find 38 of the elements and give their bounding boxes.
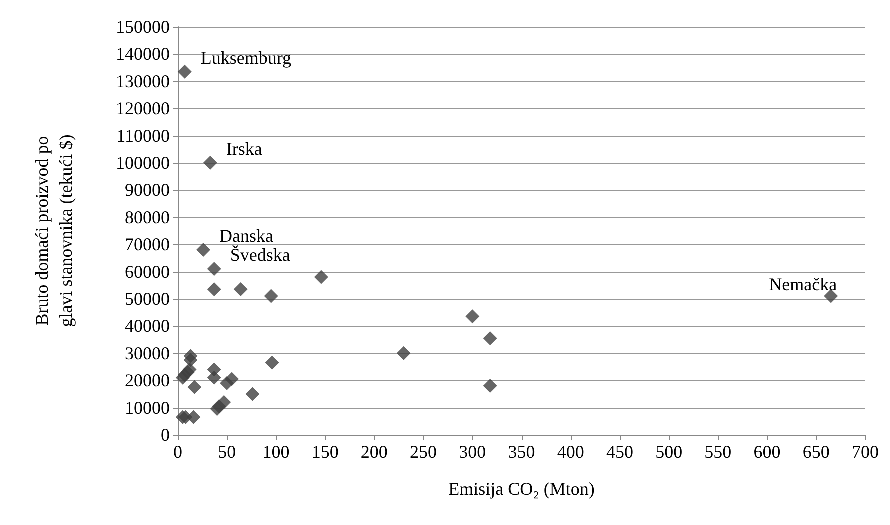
annotation: Nemačka [769, 274, 838, 294]
x-tick-label: 200 [360, 442, 388, 462]
x-tick-label: 400 [557, 442, 584, 462]
x-tick-label: 250 [410, 442, 438, 462]
y-tick-label: 10000 [125, 398, 170, 418]
y-tick-label: 100000 [116, 153, 170, 173]
annotation: Švedska [230, 245, 290, 266]
y-tick-label: 150000 [116, 17, 170, 37]
y-tick-label: 90000 [125, 180, 170, 200]
y-tick-label: 130000 [116, 71, 170, 92]
y-tick-label: 120000 [116, 98, 170, 119]
x-tick-label: 450 [606, 442, 634, 462]
x-axis-title: Emisija CO₂ (Mton) [448, 479, 595, 499]
y-tick-label: 80000 [125, 207, 170, 228]
x-tick-label: 50 [218, 442, 236, 462]
x-tick-label: 0 [174, 442, 182, 462]
x-tick-label: 350 [508, 442, 536, 462]
x-tick-label: 650 [802, 442, 830, 462]
x-tick-label: 300 [459, 442, 486, 462]
y-tick-label: 70000 [125, 234, 170, 255]
x-tick-label: 100 [262, 442, 290, 462]
y-tick-label: 60000 [125, 262, 170, 282]
y-axis-title: Bruto domaći proizvod po glavi stanovnika (tekući $) [32, 134, 76, 328]
y-tick-label: 0 [161, 425, 170, 445]
y-tick-label: 30000 [125, 343, 170, 364]
y-tick-label: 50000 [125, 289, 170, 309]
annotation: Luksemburg [200, 48, 292, 68]
x-tick-label: 600 [754, 442, 781, 462]
y-tick-label: 140000 [116, 44, 170, 64]
annotation: Irska [226, 139, 262, 159]
x-tick-label: 700 [852, 442, 879, 462]
annotation: Danska [220, 226, 274, 246]
y-tick-label: 20000 [125, 370, 170, 391]
x-tick-label: 500 [656, 442, 683, 462]
x-tick-label: 150 [312, 442, 339, 462]
y-tick-label: 40000 [125, 316, 170, 336]
x-tick-label: 550 [704, 442, 732, 462]
y-tick-label: 110000 [116, 126, 170, 146]
